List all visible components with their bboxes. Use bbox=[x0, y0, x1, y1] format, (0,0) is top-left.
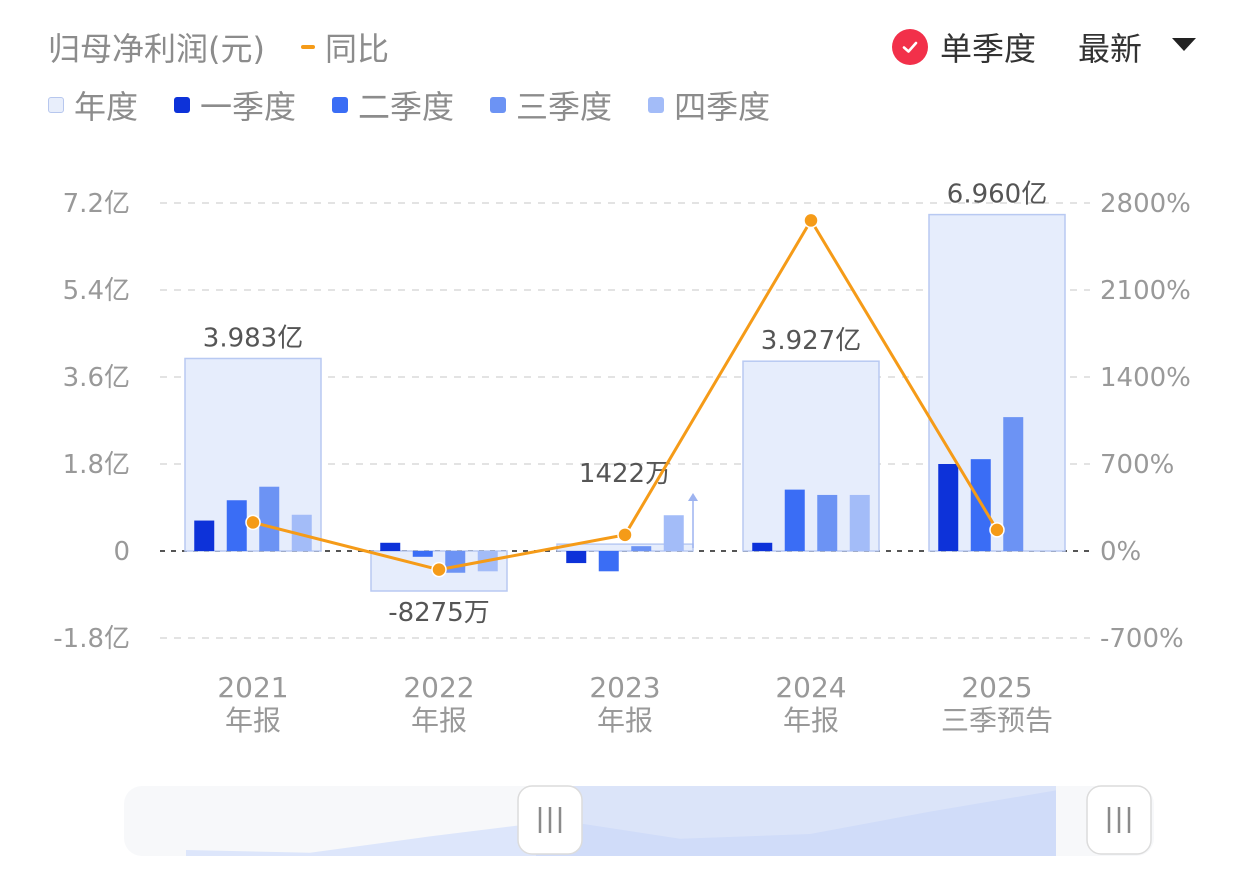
y-left-tick: 1.8亿 bbox=[63, 450, 130, 480]
legend-label: 二季度 bbox=[358, 88, 455, 126]
x-tick-year: 2023 bbox=[589, 671, 660, 704]
quarter-bar bbox=[445, 551, 466, 573]
range-end-handle[interactable] bbox=[1086, 785, 1152, 855]
yoy-point bbox=[431, 561, 447, 578]
y-right-tick: 2800% bbox=[1100, 189, 1191, 219]
quarter-bar bbox=[226, 500, 247, 551]
quarter-bar bbox=[412, 551, 433, 557]
chart-title: 归母净利润(元) bbox=[48, 30, 265, 68]
legend-label: 四季度 bbox=[674, 88, 771, 126]
caret-down-icon[interactable] bbox=[1172, 37, 1196, 51]
legend-swatch bbox=[490, 97, 507, 113]
legend-label: 一季度 bbox=[200, 88, 297, 126]
x-tick-label: 年报 bbox=[783, 704, 839, 737]
label-pointer-head bbox=[688, 493, 698, 501]
chart-header: 归母净利润(元) 同比 bbox=[48, 24, 389, 70]
quarter-bar bbox=[938, 464, 959, 551]
annual-bar bbox=[928, 213, 1066, 552]
y-right-tick: 2100% bbox=[1100, 276, 1191, 306]
legend-label: 三季度 bbox=[516, 88, 613, 126]
data-label: 3.983亿 bbox=[203, 323, 303, 353]
quarter-bar bbox=[259, 486, 280, 551]
quarter-bar bbox=[817, 494, 838, 551]
x-tick-label: 年报 bbox=[411, 704, 467, 737]
quarter-bar bbox=[663, 515, 684, 551]
yoy-point bbox=[989, 522, 1005, 538]
quarter-bar bbox=[784, 489, 805, 551]
legend-swatch bbox=[648, 97, 665, 113]
legend-swatch bbox=[174, 97, 191, 113]
y-right-tick: 700% bbox=[1100, 450, 1174, 480]
quarter-bar bbox=[194, 520, 215, 551]
quarter-bar bbox=[291, 514, 312, 551]
yoy-point bbox=[245, 514, 261, 531]
x-tick-label: 年报 bbox=[597, 704, 653, 737]
legend-item[interactable]: 一季度 bbox=[174, 82, 296, 128]
yoy-line bbox=[252, 218, 999, 572]
y-left-tick: -1.8亿 bbox=[53, 624, 130, 654]
y-left-tick: 3.6亿 bbox=[63, 363, 130, 393]
quarter-bar bbox=[598, 551, 619, 572]
data-label: 3.927亿 bbox=[761, 326, 861, 356]
quarter-bar bbox=[631, 546, 652, 551]
grip-icon bbox=[1107, 807, 1131, 833]
yoy-legend-label[interactable]: 同比 bbox=[324, 30, 389, 68]
data-label: -8275万 bbox=[388, 598, 490, 628]
x-tick-label: 年报 bbox=[225, 704, 281, 737]
quarter-bar bbox=[849, 494, 870, 551]
range-start-handle[interactable] bbox=[517, 785, 583, 855]
quarter-bar bbox=[380, 542, 401, 551]
x-tick-year: 2024 bbox=[775, 671, 846, 704]
x-tick-label: 三季预告 bbox=[941, 704, 1053, 737]
series-legend: 年度 一季度 二季度 三季度 四季度 bbox=[48, 82, 806, 128]
y-left-tick: 7.2亿 bbox=[63, 189, 130, 219]
x-tick-year: 2021 bbox=[217, 671, 288, 704]
legend-swatch bbox=[332, 97, 349, 113]
period-select[interactable]: 最新 bbox=[1077, 30, 1142, 68]
legend-swatch bbox=[48, 97, 64, 113]
y-right-tick: 1400% bbox=[1100, 363, 1191, 393]
quarter-bar bbox=[1003, 417, 1024, 551]
yoy-legend-marker bbox=[300, 45, 315, 49]
legend-label: 年度 bbox=[74, 88, 139, 126]
quarter-bar bbox=[566, 551, 587, 564]
y-right-tick: 0% bbox=[1100, 537, 1141, 567]
legend-item[interactable]: 二季度 bbox=[332, 82, 454, 128]
chart-controls: 单季度 最新 bbox=[891, 24, 1196, 70]
y-left-tick: 0 bbox=[113, 537, 130, 567]
yoy-point bbox=[803, 212, 819, 229]
legend-item[interactable]: 年度 bbox=[48, 82, 138, 128]
yoy-point bbox=[617, 527, 633, 543]
legend-item[interactable]: 四季度 bbox=[648, 82, 770, 128]
y-right-tick: -700% bbox=[1100, 624, 1184, 654]
y-left-tick: 5.4亿 bbox=[63, 276, 130, 306]
x-tick-year: 2025 bbox=[961, 671, 1032, 704]
grip-icon bbox=[538, 807, 562, 833]
single-quarter-toggle[interactable]: 单季度 bbox=[939, 30, 1036, 68]
data-label: 1422万 bbox=[579, 459, 671, 489]
data-label: 6.960亿 bbox=[947, 180, 1047, 210]
x-tick-year: 2022 bbox=[403, 671, 474, 704]
range-slider-selection bbox=[536, 786, 1056, 856]
quarter-bar bbox=[752, 542, 773, 551]
legend-item[interactable]: 三季度 bbox=[490, 82, 612, 128]
check-icon[interactable] bbox=[891, 29, 928, 65]
